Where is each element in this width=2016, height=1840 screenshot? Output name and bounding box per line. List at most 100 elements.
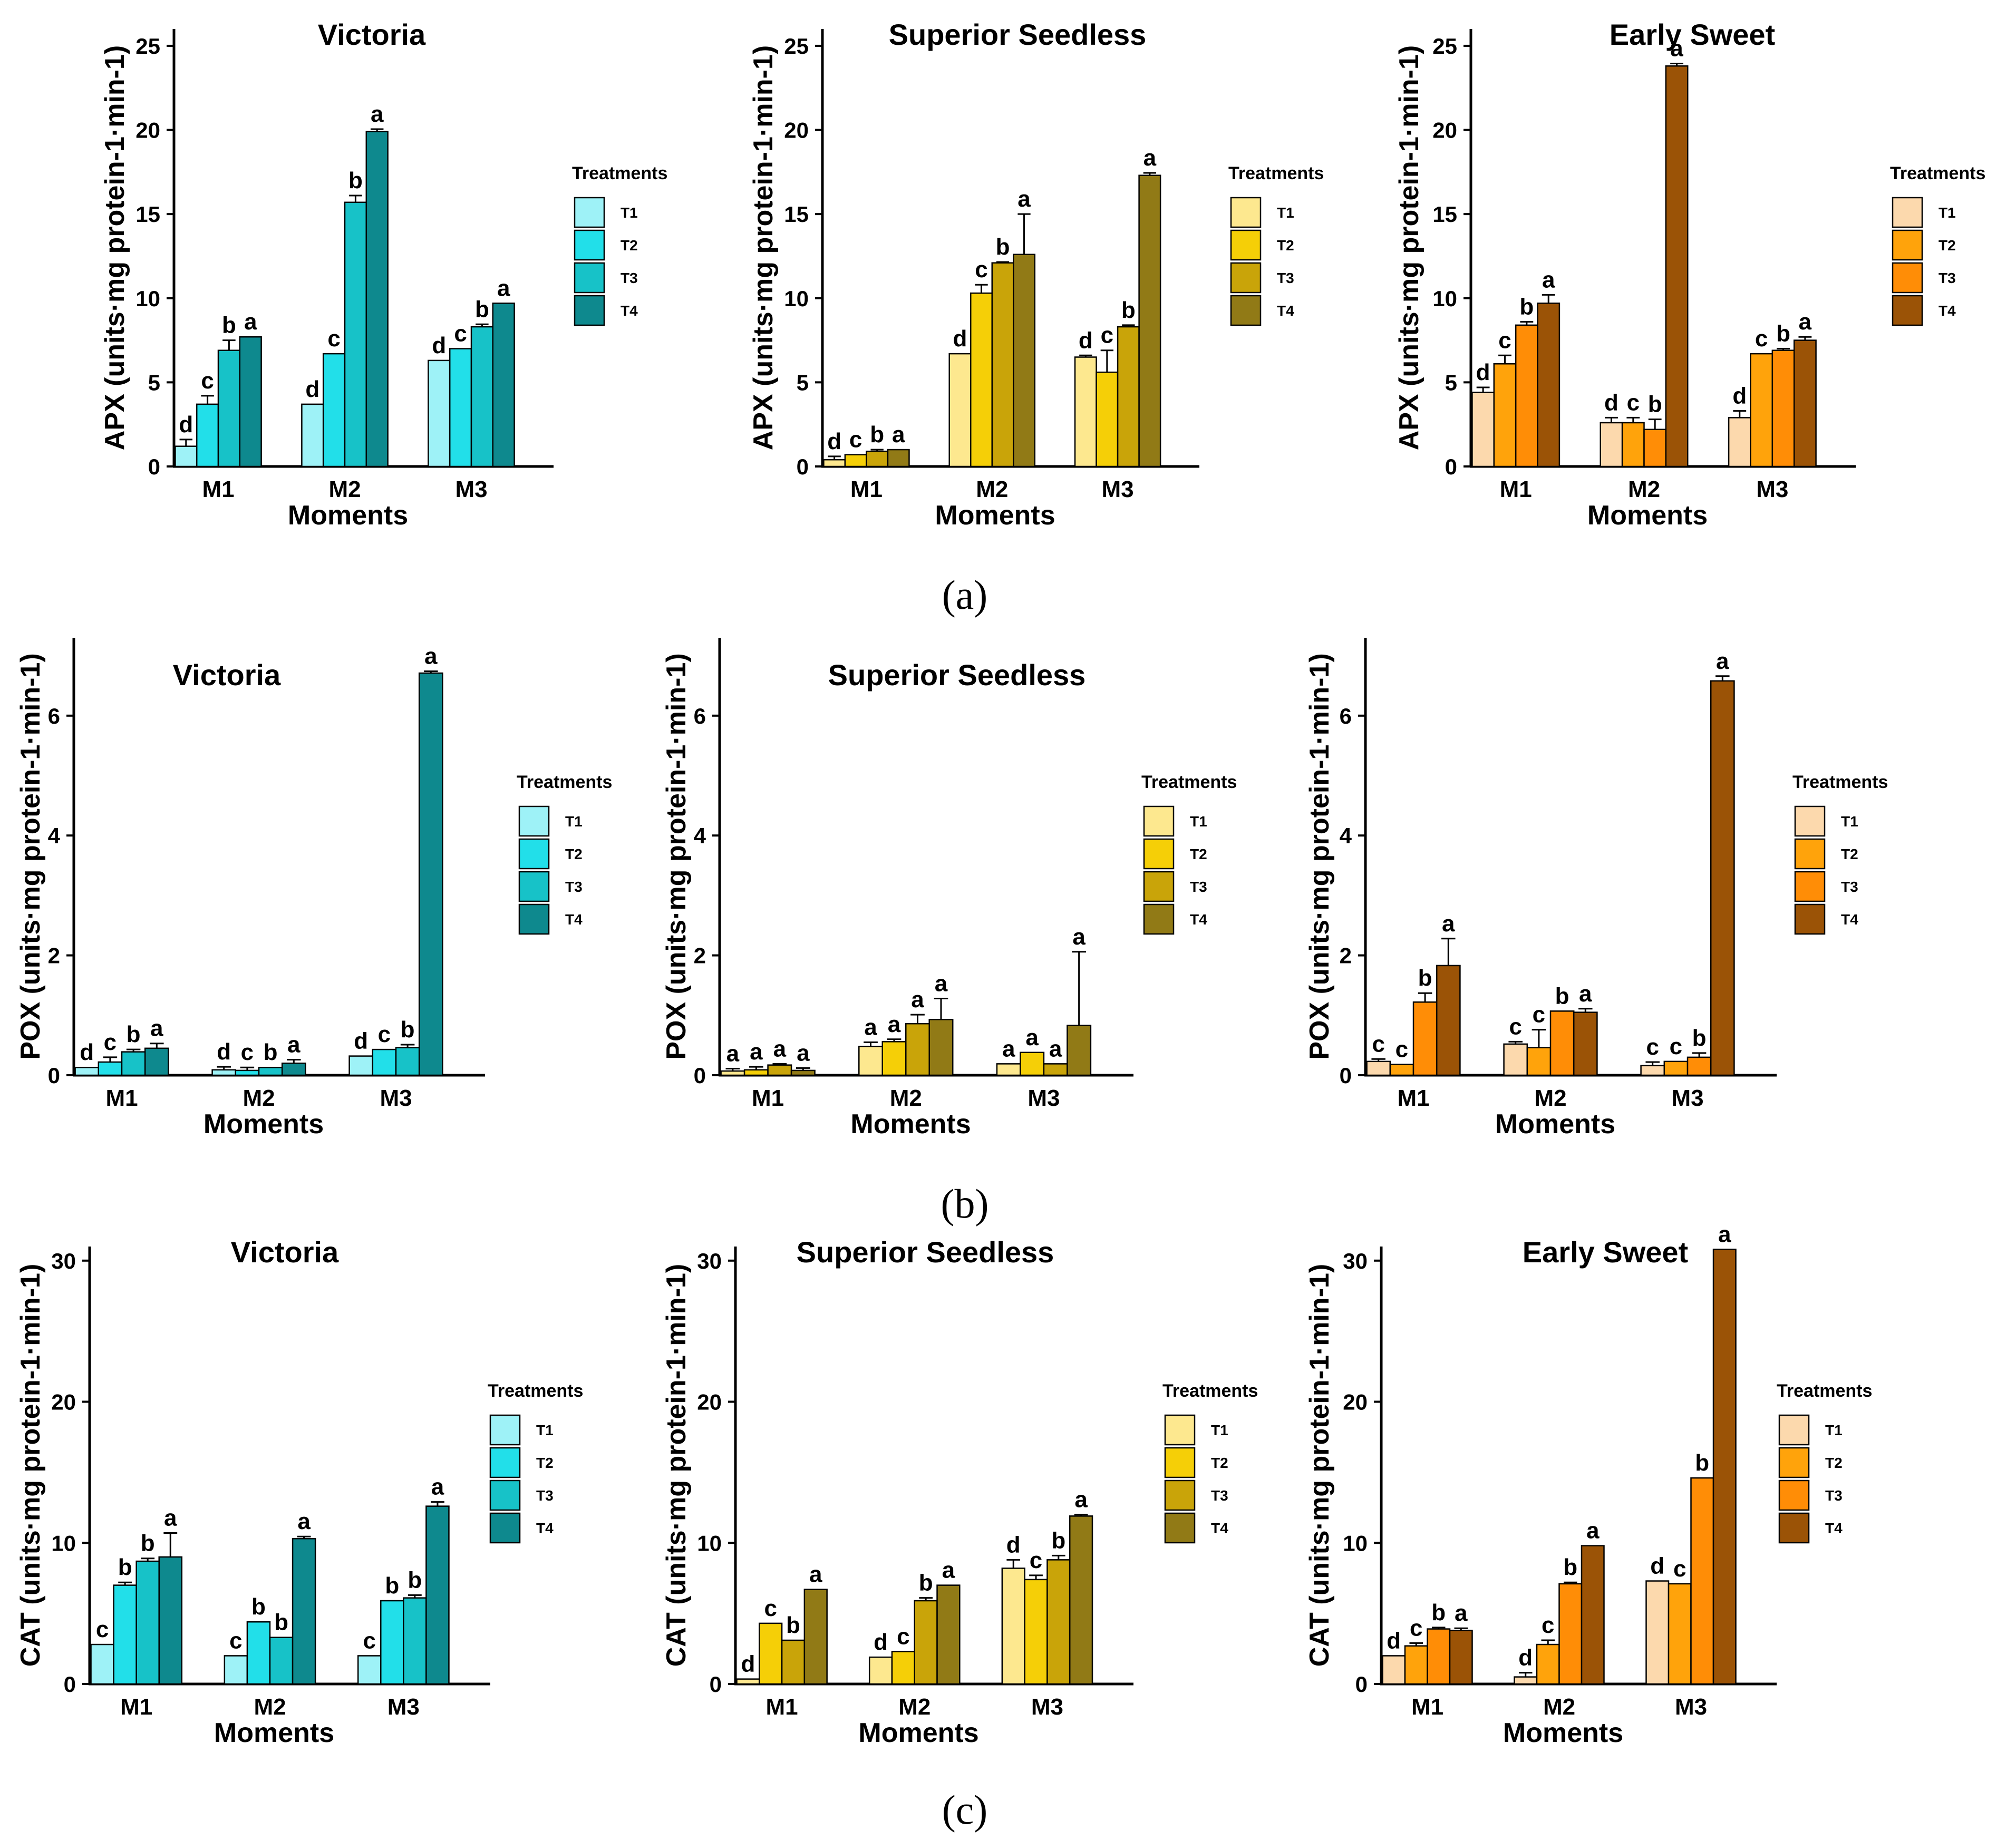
legend-item-T1: T1 xyxy=(536,1422,554,1438)
x-tick-label: M3 xyxy=(1671,1085,1703,1111)
legend-item-T3: T3 xyxy=(565,879,583,895)
bar-T2-M1 xyxy=(759,1622,783,1685)
y-tick-label: 5 xyxy=(1445,370,1457,395)
significance-letter: c xyxy=(1030,1547,1042,1573)
significance-letter: a xyxy=(935,970,948,996)
y-tick-label: 10 xyxy=(697,1531,722,1555)
legend-item-T3: T3 xyxy=(1277,270,1294,286)
chart-title: Early Sweet xyxy=(1610,18,1775,51)
legend: Treatments T1 T2 T3 T4 xyxy=(1792,772,1888,935)
y-tick-label: 4 xyxy=(1340,823,1352,848)
bar-T2-M1 xyxy=(98,1061,123,1076)
y-tick-label: 0 xyxy=(64,1672,76,1697)
bar-T1-M1 xyxy=(1382,1655,1406,1685)
significance-letter: c xyxy=(975,257,987,283)
bar-T1-M1 xyxy=(1366,1060,1391,1076)
y-tick-label: 20 xyxy=(51,1390,76,1415)
significance-letter: c xyxy=(96,1617,109,1642)
legend-swatch-T4 xyxy=(1794,903,1826,935)
x-tick-label: M3 xyxy=(387,1694,420,1720)
significance-letter: a xyxy=(1025,1025,1039,1050)
legend-item-T2: T2 xyxy=(1841,846,1858,862)
bar-T2-M1 xyxy=(196,403,219,468)
bar-T2-M3 xyxy=(1096,371,1119,468)
chart-panel-3: 0 5 10 15 20 25 Early Sweet APX (units·mg prote… xyxy=(1394,18,1985,531)
bar-T3-M2 xyxy=(991,262,1014,468)
legend-title: Treatments xyxy=(1228,163,1324,183)
y-tick-label: 10 xyxy=(1343,1531,1368,1555)
legend-swatch-T1 xyxy=(1794,805,1826,837)
bar-T4-M3 xyxy=(1067,1025,1092,1076)
legend-item-T2: T2 xyxy=(536,1455,554,1471)
bar-T4-M3 xyxy=(1138,174,1161,468)
bar-T4-M2 xyxy=(292,1537,316,1685)
legend-item-T1: T1 xyxy=(1939,205,1956,221)
significance-letter: c xyxy=(1395,1037,1408,1063)
y-tick-label: 10 xyxy=(784,286,809,311)
x-tick-label: M1 xyxy=(202,476,234,502)
bar-T1-M3 xyxy=(1728,417,1751,468)
y-tick-label: 0 xyxy=(1445,454,1457,479)
bar-T4-M1 xyxy=(1449,1630,1473,1685)
bar-T1-M3 xyxy=(996,1063,1021,1076)
bar-T2-M3 xyxy=(449,348,472,468)
significance-letter: d xyxy=(354,1028,368,1054)
legend-item-T2: T2 xyxy=(565,846,583,862)
bar-T3-M1 xyxy=(121,1051,146,1076)
significance-letter: a xyxy=(431,1474,444,1500)
legend-swatch-T4 xyxy=(574,295,605,326)
bar-T3-M3 xyxy=(1690,1477,1714,1685)
bar-T2-M3 xyxy=(1024,1579,1048,1685)
chart-title: Early Sweet xyxy=(1523,1235,1688,1269)
significance-letter: c xyxy=(1509,1014,1521,1039)
significance-letter: a xyxy=(1542,267,1555,293)
bar-T3-M3 xyxy=(1046,1559,1071,1685)
legend-swatch-T4 xyxy=(1892,295,1923,326)
x-tick-label: M2 xyxy=(890,1085,922,1111)
bar-T1-M2 xyxy=(224,1655,248,1685)
significance-letter: c xyxy=(104,1029,117,1055)
legend-title: Treatments xyxy=(1890,163,1985,183)
chart-title: Victoria xyxy=(173,658,281,692)
bar-T2-M1 xyxy=(1389,1064,1414,1076)
significance-letter: a xyxy=(497,275,510,301)
x-axis-label: Moments xyxy=(288,500,408,531)
bar-T2-M2 xyxy=(1621,422,1645,468)
y-tick-label: 6 xyxy=(1340,704,1352,728)
bar-T1-M3 xyxy=(1074,356,1097,468)
significance-letter: b xyxy=(127,1021,141,1047)
significance-letter: a xyxy=(1579,981,1592,1007)
y-tick-label: 4 xyxy=(694,823,706,848)
legend: Treatments T1 T2 T3 T4 xyxy=(517,772,612,935)
bar-T1-M2 xyxy=(948,353,972,468)
legend-swatch-T4 xyxy=(518,903,550,935)
bar-T1-M1 xyxy=(175,445,198,468)
legend-swatch-T4 xyxy=(489,1512,521,1544)
bar-T2-M2 xyxy=(322,353,346,468)
legend-item-T4: T4 xyxy=(1190,911,1207,928)
x-axis-label: Moments xyxy=(850,1109,971,1140)
x-tick-label: M1 xyxy=(752,1085,784,1111)
legend: Treatments T1 T2 T3 T4 xyxy=(1228,163,1324,326)
y-tick-label: 20 xyxy=(1432,118,1457,143)
bar-T4-M1 xyxy=(803,1589,828,1685)
bar-T4-M3 xyxy=(1712,1249,1737,1685)
legend-item-T4: T4 xyxy=(565,911,583,928)
bar-T3-M2 xyxy=(905,1023,930,1076)
x-tick-label: M1 xyxy=(766,1694,798,1720)
significance-letter: c xyxy=(378,1021,391,1047)
significance-letter: b xyxy=(1648,392,1662,417)
bar-T3-M3 xyxy=(403,1597,427,1685)
legend-swatch-T2 xyxy=(518,838,550,870)
bar-T4-M1 xyxy=(158,1556,183,1685)
legend-swatch-T4 xyxy=(1143,903,1175,935)
legend-swatch-T3 xyxy=(1230,262,1262,294)
x-tick-label: M1 xyxy=(105,1085,138,1111)
legend-title: Treatments xyxy=(1141,772,1237,792)
significance-letter: d xyxy=(179,412,193,437)
significance-letter: a xyxy=(1455,1600,1468,1626)
significance-letter: d xyxy=(1079,327,1093,353)
significance-letter: c xyxy=(897,1623,909,1649)
legend: Treatments T1 T2 T3 T4 xyxy=(1890,163,1985,326)
significance-letter: a xyxy=(797,1040,810,1066)
